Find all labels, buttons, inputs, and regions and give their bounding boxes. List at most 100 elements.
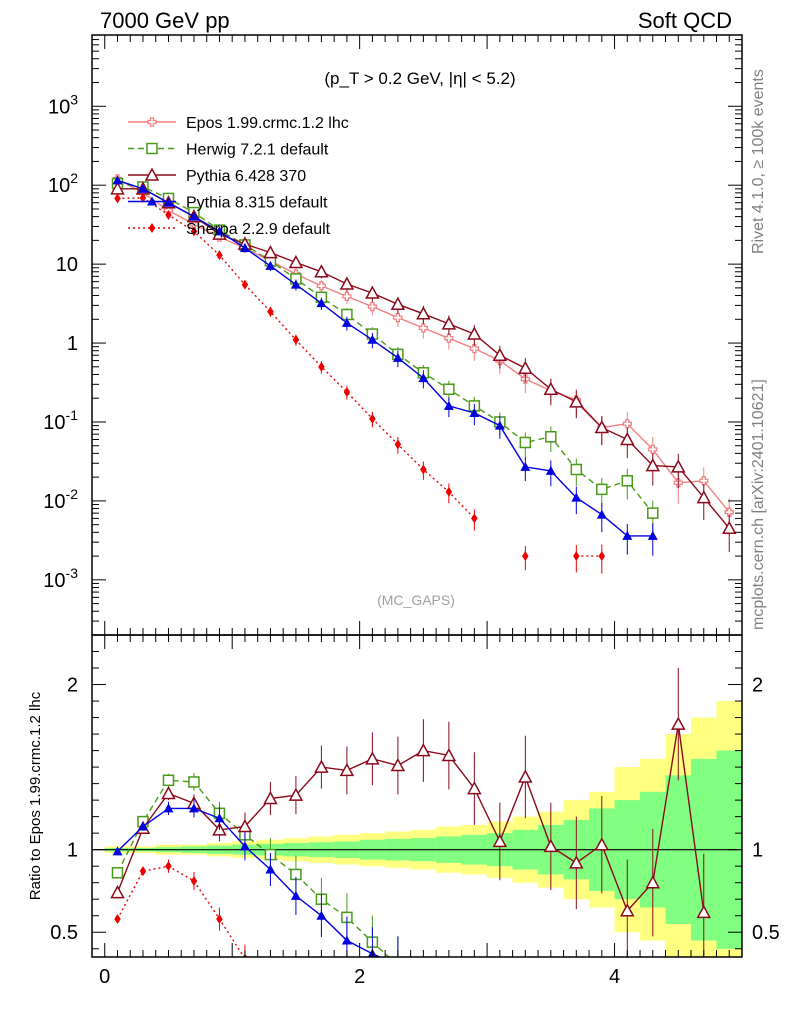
ratio-point	[163, 803, 174, 813]
data-point	[696, 490, 712, 504]
ratio-y-tick-label-right: 1	[752, 840, 763, 862]
legend-marker	[147, 117, 157, 127]
data-point	[343, 386, 351, 397]
ratio-point	[467, 781, 482, 795]
ratio-point	[237, 818, 253, 833]
data-point	[394, 439, 402, 450]
ratio-frame	[91, 634, 743, 958]
ratio-point	[645, 875, 661, 889]
data-point	[241, 279, 249, 290]
data-point	[573, 551, 580, 562]
ratio-series-4	[114, 859, 248, 957]
data-point	[596, 509, 607, 519]
data-point	[699, 476, 709, 486]
data-point	[492, 347, 508, 362]
data-point	[520, 461, 531, 471]
ratio-line	[116, 724, 705, 913]
legend-label: Sherpa 2.2.9 default	[186, 221, 331, 238]
data-point	[724, 507, 734, 517]
ratio-panel	[92, 668, 742, 970]
data-point	[139, 192, 147, 203]
ratio-point	[190, 876, 198, 887]
ratio-point	[341, 935, 352, 945]
header-left: 7000 GeV pp	[100, 8, 230, 33]
data-point	[367, 334, 378, 344]
data-point	[367, 301, 378, 312]
data-point	[648, 444, 658, 455]
data-point	[390, 296, 406, 311]
legend-entry: Epos 1.99.crmc.1.2 lhc	[128, 115, 349, 132]
data-point	[263, 245, 278, 259]
data-point	[214, 226, 225, 236]
ratio-ylabel: Ratio to Epos 1.99.crmc.1.2 lhc	[27, 691, 44, 900]
data-point	[620, 431, 635, 446]
rivet-label: Rivet 4.1.0, ≥ 100k events	[750, 69, 767, 254]
legend-label: Herwig 7.2.1 default	[186, 142, 329, 159]
data-point	[622, 530, 633, 540]
ratio-point	[188, 803, 199, 813]
data-point	[545, 465, 556, 475]
ratio-point	[110, 885, 125, 899]
ratio-point	[139, 866, 147, 877]
data-point	[598, 551, 606, 562]
series-3	[112, 175, 658, 556]
data-point	[420, 464, 427, 475]
data-point	[112, 175, 123, 185]
legend-marker	[144, 167, 160, 181]
ratio-series-3	[112, 799, 403, 969]
ratio-point	[620, 903, 635, 917]
data-point	[441, 316, 457, 330]
data-point	[190, 226, 198, 237]
data-point	[292, 334, 300, 345]
header-right: Soft QCD	[638, 8, 732, 33]
data-point	[316, 298, 327, 308]
legend-entry: Herwig 7.2.1 default	[128, 142, 329, 159]
cut-label: (p_T > 0.2 GeV, |η| < 5.2)	[324, 69, 515, 88]
ratio-point	[393, 960, 403, 969]
data-point	[418, 323, 429, 333]
data-point	[443, 400, 454, 410]
legend-marker	[146, 142, 158, 155]
ratio-point	[393, 960, 403, 970]
data-point	[165, 209, 172, 220]
y-tick-label: 10-3	[43, 565, 78, 592]
watermark: (MC_GAPS)	[377, 592, 455, 608]
data-point	[647, 530, 658, 540]
ratio-y-tick-label: 0.5	[50, 922, 78, 944]
ratio-point	[216, 914, 223, 925]
legend-entry: Sherpa 2.2.9 default	[128, 221, 331, 238]
ratio-point	[112, 846, 123, 856]
ratio-point	[416, 743, 431, 757]
ratio-point	[365, 751, 380, 765]
legend-label: Pythia 6.428 370	[186, 168, 306, 185]
ratio-point	[594, 837, 610, 851]
ratio-point	[265, 864, 276, 874]
data-point	[418, 373, 429, 383]
data-point	[569, 394, 584, 408]
ratio-y-tick-label: 1	[67, 840, 78, 862]
ratio-axes: 0.5 0.5 1 1 2 2	[50, 635, 780, 957]
ratio-point	[165, 861, 172, 872]
legend-label: Pythia 8.315 default	[186, 195, 328, 212]
data-point	[671, 459, 686, 473]
ratio-point	[696, 904, 712, 919]
ratio-point	[316, 910, 327, 920]
ratio-point	[441, 747, 457, 762]
legend-marker	[147, 196, 157, 206]
data-point	[543, 381, 559, 395]
data-point	[596, 483, 608, 496]
series-line	[117, 182, 654, 514]
data-point	[267, 306, 274, 317]
data-point	[392, 352, 403, 362]
legend-entry: Pythia 8.315 default	[128, 195, 328, 212]
y-tick-label: 10-2	[43, 486, 78, 513]
ratio-point	[161, 785, 176, 800]
ratio-line	[116, 865, 245, 957]
data-point	[571, 492, 582, 502]
ratio-point	[390, 757, 406, 772]
data-point	[469, 407, 480, 417]
data-point	[494, 420, 505, 430]
ratio-line	[116, 779, 390, 957]
data-point	[645, 458, 661, 472]
ratio-point	[263, 790, 278, 805]
